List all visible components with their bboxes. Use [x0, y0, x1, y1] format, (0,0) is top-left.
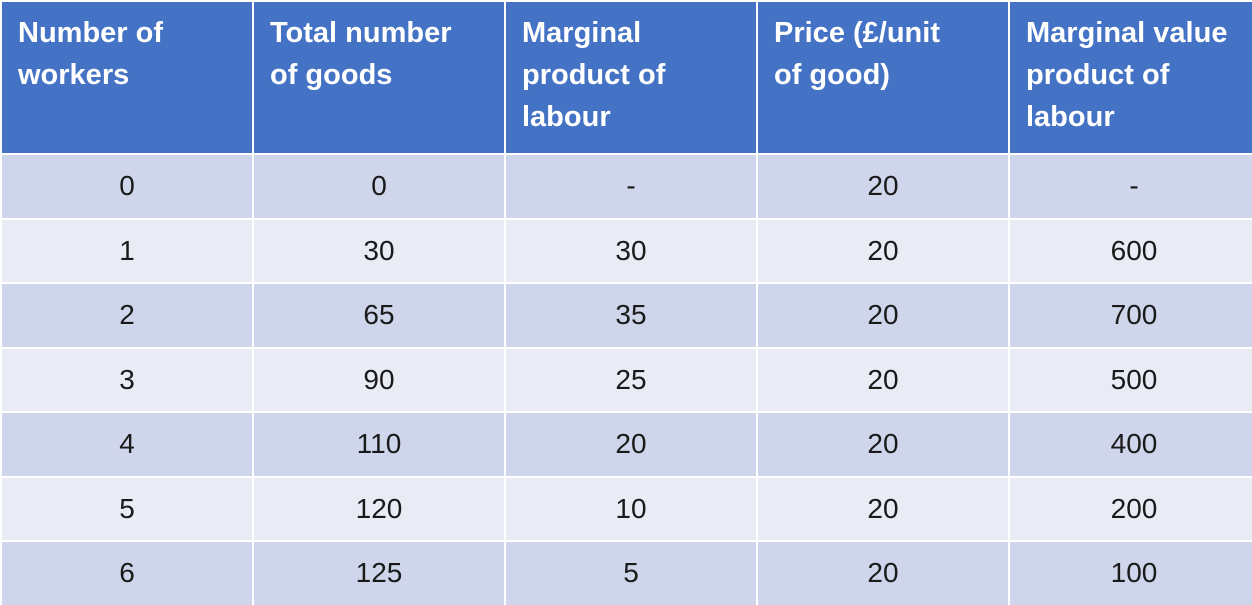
table-cell: 600: [1010, 219, 1252, 282]
table-cell: 65: [254, 284, 504, 347]
table-cell: 500: [1010, 348, 1252, 411]
table-cell: 4: [2, 413, 252, 476]
table-cell: 0: [2, 155, 252, 218]
table-cell: 0: [254, 155, 504, 218]
table-cell: 120: [254, 477, 504, 540]
table-cell: 3: [2, 348, 252, 411]
header-price: Price (£/unit of good): [758, 2, 1008, 153]
table-cell: 20: [506, 413, 756, 476]
table-cell: 20: [758, 413, 1008, 476]
table-cell: 30: [506, 219, 756, 282]
table-cell: 5: [506, 542, 756, 605]
table-cell: -: [1010, 155, 1252, 218]
table-cell: 400: [1010, 413, 1252, 476]
table-cell: 10: [506, 477, 756, 540]
table-cell: 20: [758, 348, 1008, 411]
header-marginal-value-product: Marginal value product of labour: [1010, 2, 1252, 153]
table-cell: 5: [2, 477, 252, 540]
table-cell: 25: [506, 348, 756, 411]
table-cell: 200: [1010, 477, 1252, 540]
table-cell: 20: [758, 155, 1008, 218]
header-number-of-workers: Number of workers: [2, 2, 252, 153]
header-total-number-of-goods: Total number of goods: [254, 2, 504, 153]
table-cell: 20: [758, 284, 1008, 347]
header-marginal-product-of-labour: Marginal product of labour: [506, 2, 756, 153]
table-cell: 100: [1010, 542, 1252, 605]
table-cell: 35: [506, 284, 756, 347]
table-cell: 20: [758, 477, 1008, 540]
table-cell: 90: [254, 348, 504, 411]
table-cell: 20: [758, 219, 1008, 282]
table-cell: 6: [2, 542, 252, 605]
table-cell: 125: [254, 542, 504, 605]
table-cell: 700: [1010, 284, 1252, 347]
table-cell: 30: [254, 219, 504, 282]
table-cell: -: [506, 155, 756, 218]
table-cell: 1: [2, 219, 252, 282]
table-cell: 20: [758, 542, 1008, 605]
table-cell: 2: [2, 284, 252, 347]
table-cell: 110: [254, 413, 504, 476]
